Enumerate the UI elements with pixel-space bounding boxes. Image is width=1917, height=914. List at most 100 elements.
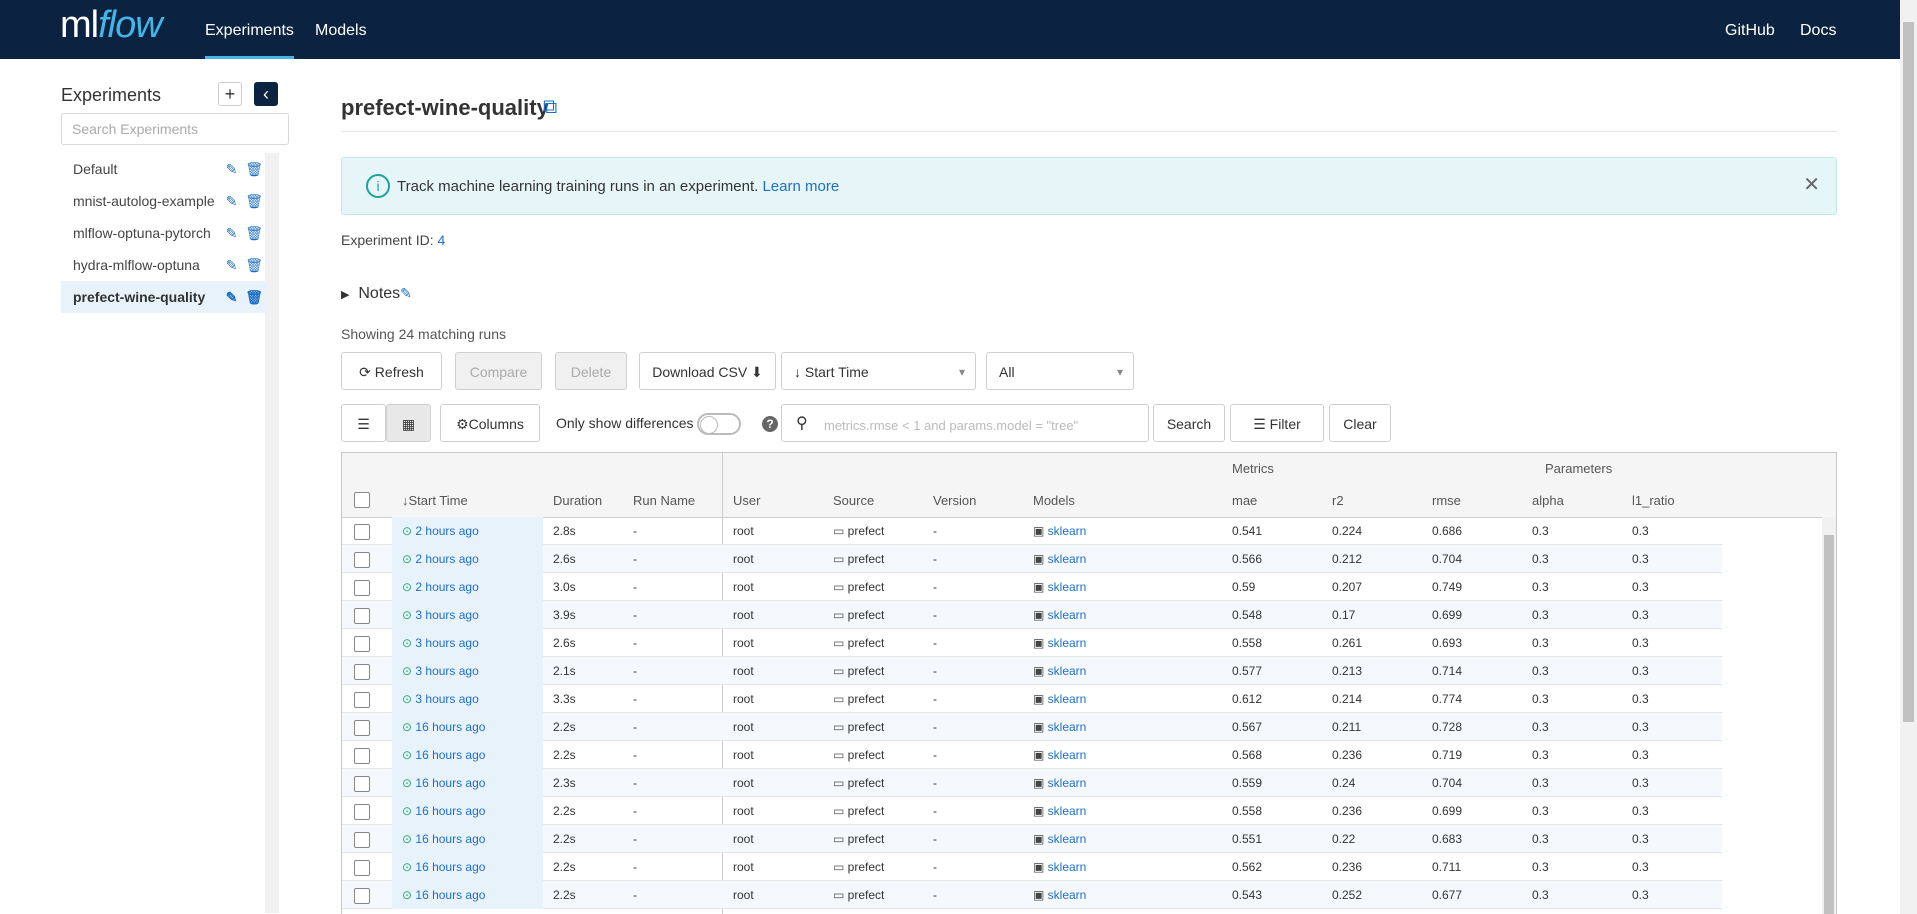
start-time-cell[interactable]: ⊙ 16 hours ago: [392, 713, 543, 741]
start-time-cell[interactable]: ⊙ 3 hours ago: [392, 657, 543, 685]
filter-button[interactable]: ☰ Filter: [1230, 404, 1324, 442]
table-row[interactable]: ⊙ 2 hours ago 3.0s - root ▭ prefect - ▣ sklear…: [342, 573, 1722, 601]
mlflow-logo[interactable]: mlflow: [60, 4, 163, 46]
model-cell[interactable]: ▣ sklearn: [1033, 692, 1087, 706]
nav-experiments[interactable]: Experiments: [205, 0, 294, 59]
download-csv-button[interactable]: Download CSV ⬇: [639, 352, 776, 390]
list-view-button[interactable]: ☰: [341, 404, 386, 442]
start-time-cell[interactable]: ⊙ 2 hours ago: [392, 517, 543, 545]
model-cell[interactable]: ▣ sklearn: [1033, 608, 1087, 622]
nav-github[interactable]: GitHub: [1725, 22, 1775, 39]
trash-icon[interactable]: 🗑: [245, 193, 263, 209]
select-all-checkbox[interactable]: [354, 492, 370, 508]
row-checkbox[interactable]: [354, 524, 370, 540]
col-r2[interactable]: r2: [1332, 493, 1344, 508]
model-cell[interactable]: ▣ sklearn: [1033, 720, 1087, 734]
run-search-input[interactable]: [822, 411, 1144, 439]
start-time-cell[interactable]: ⊙ 3 hours ago: [392, 685, 543, 713]
start-time-cell[interactable]: ⊙ 16 hours ago: [392, 825, 543, 853]
start-time-cell[interactable]: ⊙ 16 hours ago: [392, 769, 543, 797]
experiment-item[interactable]: mlflow-optuna-pytorch ✎ 🗑: [61, 217, 265, 249]
experiment-item-active[interactable]: prefect-wine-quality ✎ 🗑: [61, 281, 265, 313]
start-time-cell[interactable]: ⊙ 16 hours ago: [392, 853, 543, 881]
table-row[interactable]: ⊙ 3 hours ago 2.6s - root ▭ prefect - ▣ sklear…: [342, 629, 1722, 657]
experiment-item[interactable]: Default ✎ 🗑: [61, 153, 265, 185]
copy-icon[interactable]: ⧉: [543, 96, 558, 118]
start-time-cell[interactable]: ⊙ 16 hours ago: [392, 881, 543, 909]
compare-button[interactable]: Compare: [455, 352, 542, 390]
help-icon[interactable]: ?: [762, 416, 778, 432]
col-l1-ratio[interactable]: l1_ratio: [1632, 493, 1675, 508]
start-time-cell[interactable]: ⊙ 16 hours ago: [392, 741, 543, 769]
edit-icon[interactable]: ✎: [225, 193, 238, 209]
close-icon[interactable]: ✕: [1803, 174, 1820, 196]
row-checkbox[interactable]: [354, 860, 370, 876]
trash-icon[interactable]: 🗑: [245, 257, 263, 273]
row-checkbox[interactable]: [354, 776, 370, 792]
plus-icon[interactable]: +: [218, 82, 242, 106]
model-cell[interactable]: ▣ sklearn: [1033, 636, 1087, 650]
start-time-cell[interactable]: ⊙ 2 hours ago: [392, 573, 543, 601]
model-cell[interactable]: ▣ sklearn: [1033, 664, 1087, 678]
col-mae[interactable]: mae: [1232, 493, 1258, 508]
clear-button[interactable]: Clear: [1329, 404, 1391, 442]
state-select[interactable]: All ▾: [986, 352, 1134, 390]
only-differences-toggle[interactable]: [697, 413, 741, 435]
row-checkbox[interactable]: [354, 664, 370, 680]
refresh-button[interactable]: ⟳ Refresh: [341, 352, 442, 390]
start-time-cell[interactable]: ⊙ 16 hours ago: [392, 797, 543, 825]
table-row[interactable]: ⊙ 16 hours ago 2.2s - root ▭ prefect - ▣ sklea…: [342, 825, 1722, 853]
row-checkbox[interactable]: [354, 888, 370, 904]
table-row[interactable]: ⊙ 16 hours ago 2.2s - root ▭ prefect - ▣ sklea…: [342, 741, 1722, 769]
chevron-left-icon[interactable]: ‹: [254, 82, 278, 106]
edit-icon[interactable]: ✎: [225, 289, 238, 305]
model-cell[interactable]: ▣ sklearn: [1033, 748, 1087, 762]
table-row[interactable]: ⊙ 2 hours ago 2.8s - root ▭ prefect - ▣ sklear…: [342, 517, 1722, 545]
start-time-cell[interactable]: ⊙ 3 hours ago: [392, 629, 543, 657]
model-cell[interactable]: ▣ sklearn: [1033, 552, 1087, 566]
nav-models[interactable]: Models: [315, 22, 367, 39]
table-scrollbar[interactable]: [1822, 517, 1836, 914]
sort-select[interactable]: ↓ Start Time ▾: [781, 352, 976, 390]
col-models[interactable]: Models: [1033, 493, 1075, 508]
col-rmse[interactable]: rmse: [1432, 493, 1461, 508]
edit-icon[interactable]: ✎: [225, 225, 238, 241]
col-run-name[interactable]: Run Name: [633, 493, 696, 508]
col-user[interactable]: User: [733, 493, 761, 508]
nav-docs[interactable]: Docs: [1800, 22, 1837, 39]
table-row[interactable]: ⊙ 16 hours ago 2.2s - root ▭ prefect - ▣ sklea…: [342, 713, 1722, 741]
model-cell[interactable]: ▣ sklearn: [1033, 524, 1087, 538]
experiment-item[interactable]: hydra-mlflow-optuna ✎ 🗑: [61, 249, 265, 281]
row-checkbox[interactable]: [354, 636, 370, 652]
experiment-item[interactable]: mnist-autolog-example ✎ 🗑: [61, 185, 265, 217]
row-checkbox[interactable]: [354, 608, 370, 624]
trash-icon[interactable]: 🗑: [245, 289, 263, 305]
run-search-box[interactable]: ⚲: [781, 404, 1149, 442]
model-cell[interactable]: ▣ sklearn: [1033, 776, 1087, 790]
table-row[interactable]: ⊙ 16 hours ago 2.2s - root ▭ prefect - ▣ sklea…: [342, 797, 1722, 825]
col-duration[interactable]: Duration: [553, 493, 603, 508]
grid-view-button[interactable]: ▦: [386, 404, 431, 442]
notes-toggle[interactable]: ▶ Notes✎: [341, 285, 412, 303]
start-time-cell[interactable]: ⊙ 2 hours ago: [392, 545, 543, 573]
search-button[interactable]: Search: [1153, 404, 1225, 442]
col-alpha[interactable]: alpha: [1532, 493, 1564, 508]
delete-button[interactable]: Delete: [555, 352, 627, 390]
model-cell[interactable]: ▣ sklearn: [1033, 804, 1087, 818]
table-row[interactable]: ⊙ 2 hours ago 2.6s - root ▭ prefect - ▣ sklear…: [342, 545, 1722, 573]
col-source[interactable]: Source: [833, 493, 875, 508]
row-checkbox[interactable]: [354, 748, 370, 764]
table-row[interactable]: ⊙ 3 hours ago 3.3s - root ▭ prefect - ▣ sklear…: [342, 685, 1722, 713]
row-checkbox[interactable]: [354, 804, 370, 820]
row-checkbox[interactable]: [354, 720, 370, 736]
table-row[interactable]: ⊙ 16 hours ago 2.3s - root ▭ prefect - ▣ sklea…: [342, 769, 1722, 797]
search-experiments-input[interactable]: [61, 113, 289, 145]
table-row[interactable]: ⊙ 3 hours ago 2.1s - root ▭ prefect - ▣ sklear…: [342, 657, 1722, 685]
edit-icon[interactable]: ✎: [225, 161, 238, 177]
table-row[interactable]: ⊙ 16 hours ago 2.2s - root ▭ prefect - ▣ sklea…: [342, 881, 1722, 909]
table-row[interactable]: ⊙ 3 hours ago 3.9s - root ▭ prefect - ▣ sklear…: [342, 601, 1722, 629]
model-cell[interactable]: ▣ sklearn: [1033, 860, 1087, 874]
row-checkbox[interactable]: [354, 580, 370, 596]
col-version[interactable]: Version: [933, 493, 977, 508]
trash-icon[interactable]: 🗑: [245, 161, 263, 177]
